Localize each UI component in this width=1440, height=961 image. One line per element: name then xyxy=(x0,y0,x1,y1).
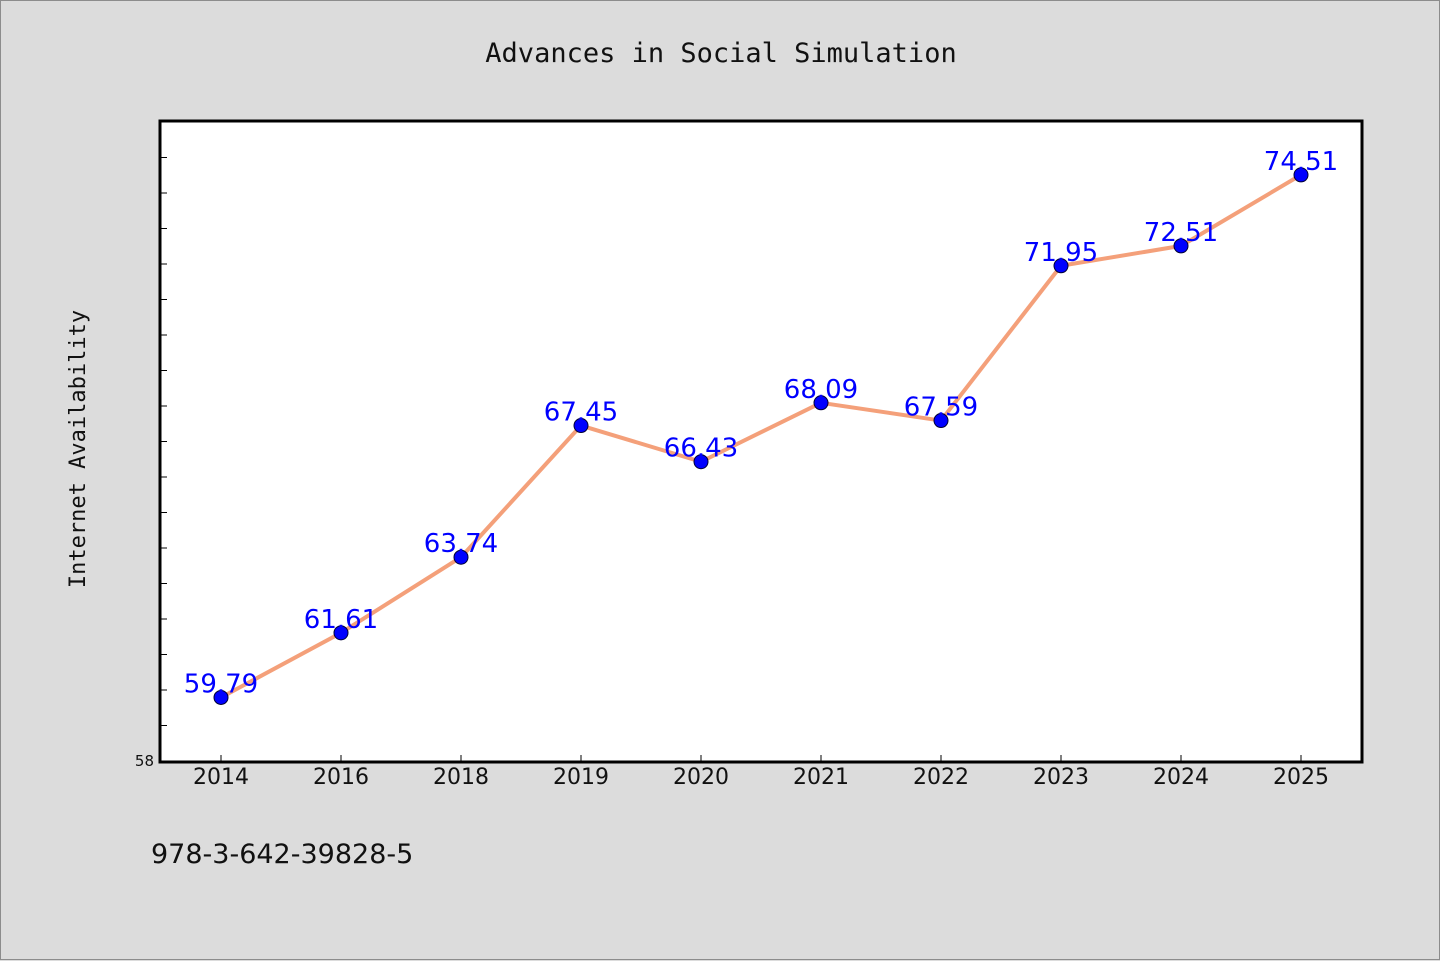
isbn-text: 978-3-642-39828-5 xyxy=(151,839,413,870)
data-point xyxy=(453,549,469,565)
plot-area xyxy=(158,119,1364,764)
x-tick-label: 2021 xyxy=(793,765,849,790)
data-point xyxy=(573,418,589,434)
data-point xyxy=(813,395,829,411)
data-label: 66.43 xyxy=(664,434,738,464)
x-tick-label: 2016 xyxy=(313,765,369,790)
data-label: 63.74 xyxy=(424,529,498,559)
data-point xyxy=(1053,258,1069,274)
data-label: 72.51 xyxy=(1144,218,1218,248)
x-tick-label: 2020 xyxy=(673,765,729,790)
x-tick-label: 2022 xyxy=(913,765,969,790)
data-point xyxy=(213,689,229,705)
x-tick-label: 2018 xyxy=(433,765,489,790)
data-point xyxy=(1173,238,1189,254)
chart-title: Advances in Social Simulation xyxy=(485,38,956,69)
data-label: 68.09 xyxy=(784,375,858,405)
data-label: 74.51 xyxy=(1264,147,1338,177)
x-tick-label: 2019 xyxy=(553,765,609,790)
data-point xyxy=(333,625,349,641)
y-tick-label: 58 xyxy=(135,752,154,770)
data-label: 59.79 xyxy=(184,669,258,699)
y-axis-label: Internet Availability xyxy=(66,310,91,588)
data-point xyxy=(1293,167,1309,183)
series-line xyxy=(220,173,1303,700)
x-tick-label: 2024 xyxy=(1153,765,1209,790)
series-layer: 59.79 61.61 63.74 67.45 66.43 68.09 67.59 71.95… xyxy=(184,147,1338,705)
x-tick-label: 2023 xyxy=(1033,765,1089,790)
y-axis-ticks: 58 xyxy=(135,157,167,770)
data-label: 67.59 xyxy=(904,393,978,423)
x-tick-label: 2025 xyxy=(1273,765,1329,790)
data-label: 61.61 xyxy=(304,605,378,635)
data-point xyxy=(693,454,709,470)
data-label: 71.95 xyxy=(1024,238,1098,268)
data-label: 67.45 xyxy=(544,398,618,428)
x-tick-label: 2014 xyxy=(193,765,249,790)
x-axis-ticks: 2014 2016 2018 2019 2020 2021 2022 2023 2024 2025 xyxy=(193,755,1329,790)
data-point xyxy=(933,413,949,429)
